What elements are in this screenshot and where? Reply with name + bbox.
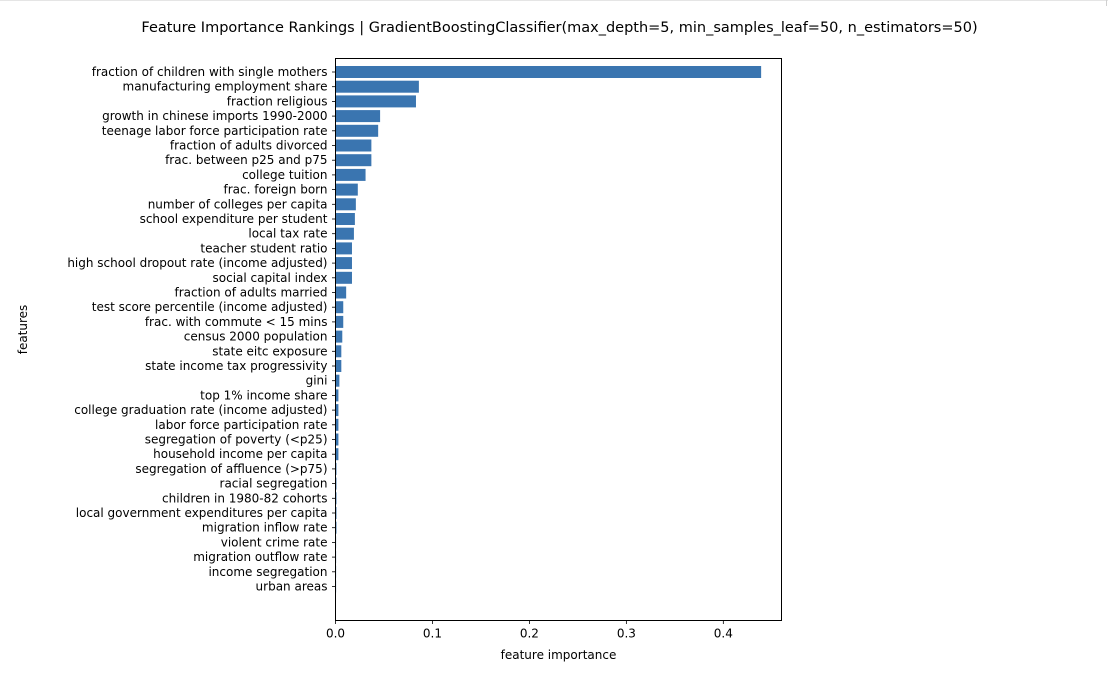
plot-frame: [335, 58, 782, 621]
y-tick-label: teenage labor force participation rate: [102, 124, 328, 138]
bar: [335, 271, 352, 284]
bar: [335, 374, 340, 387]
y-tick-label: fraction of adults married: [174, 286, 327, 300]
y-tick-label: high school dropout rate (income adjuste…: [67, 256, 327, 270]
y-tick-label: household income per capita: [153, 447, 327, 461]
y-tick-label: fraction of children with single mothers: [92, 65, 328, 79]
bars-layer: [335, 66, 762, 593]
y-tick-label: frac. with commute < 15 mins: [145, 315, 328, 329]
y-tick-label: fraction of adults divorced: [170, 139, 328, 153]
y-tick-label: local government expenditures per capita: [76, 506, 328, 520]
bar: [335, 315, 344, 328]
y-tick-label: top 1% income share: [200, 388, 327, 402]
bar: [335, 257, 352, 270]
cell-right-border: [1106, 0, 1107, 6]
bar: [335, 66, 762, 78]
y-tick-label: fraction religious: [227, 94, 328, 108]
x-axis-title: feature importance: [501, 648, 617, 662]
y-tick-label: manufacturing employment share: [123, 80, 328, 94]
y-tick-label: state income tax progressivity: [145, 359, 327, 373]
bar: [335, 213, 355, 225]
y-tick-label: income segregation: [208, 565, 327, 579]
bar: [335, 330, 343, 343]
y-tick-label: migration outflow rate: [193, 550, 327, 564]
y-tick-label: teacher student ratio: [200, 241, 327, 255]
bar: [335, 242, 352, 255]
bar: [335, 154, 372, 167]
bar: [335, 80, 419, 93]
bar: [335, 345, 342, 358]
y-tick-label: urban areas: [256, 580, 328, 594]
y-tick-label: racial segregation: [220, 477, 328, 491]
y-tick-label: local tax rate: [248, 227, 327, 241]
bar: [335, 360, 342, 372]
x-tick-label: 0.4: [714, 627, 733, 641]
bar: [335, 404, 339, 417]
bar: [335, 168, 366, 181]
y-tick-label: social capital index: [213, 271, 328, 285]
y-tick-label: growth in chinese imports 1990-2000: [102, 109, 327, 123]
x-ticks: 0.0 0.1 0.2 0.3 0.4: [326, 620, 733, 641]
bar: [335, 227, 354, 240]
bar: [335, 286, 347, 299]
cell-top-border: [0, 0, 1108, 1]
bar: [335, 301, 344, 314]
bar: [335, 139, 372, 152]
y-tick-label: gini: [306, 374, 328, 388]
y-tick-label: children in 1980-82 cohorts: [162, 491, 327, 505]
bar: [335, 183, 358, 196]
y-tick-label: violent crime rate: [221, 535, 328, 549]
bar: [335, 418, 339, 431]
y-tick-label: state eitc exposure: [212, 344, 327, 358]
bar: [335, 124, 379, 137]
y-tick-label: labor force participation rate: [155, 418, 327, 432]
bar: [335, 433, 339, 446]
x-tick-label: 0.2: [520, 627, 539, 641]
y-tick-labels: fraction of children with single mothers…: [67, 65, 336, 594]
y-tick-label: test score percentile (income adjusted): [92, 300, 328, 314]
x-tick-label: 0.1: [423, 627, 442, 641]
x-tick-label: 0.0: [326, 627, 345, 641]
bar: [335, 110, 381, 123]
y-tick-label: number of colleges per capita: [148, 197, 328, 211]
y-tick-label: school expenditure per student: [140, 212, 328, 226]
bar: [335, 198, 356, 211]
y-tick-label: migration inflow rate: [202, 521, 328, 535]
x-tick-label: 0.3: [617, 627, 636, 641]
y-tick-label: frac. between p25 and p75: [165, 153, 327, 167]
y-tick-label: frac. foreign born: [223, 183, 327, 197]
y-tick-label: college graduation rate (income adjusted…: [74, 403, 327, 417]
chart-title: Feature Importance Rankings | GradientBo…: [141, 20, 977, 36]
bar: [335, 448, 339, 461]
y-axis-title: features: [16, 305, 30, 355]
y-tick-label: census 2000 population: [184, 330, 328, 344]
bar: [335, 389, 339, 402]
y-tick-label: segregation of poverty (<p25): [145, 433, 328, 447]
y-tick-label: segregation of affluence (>p75): [135, 462, 327, 476]
bar: [335, 95, 416, 108]
y-tick-label: college tuition: [242, 168, 327, 182]
